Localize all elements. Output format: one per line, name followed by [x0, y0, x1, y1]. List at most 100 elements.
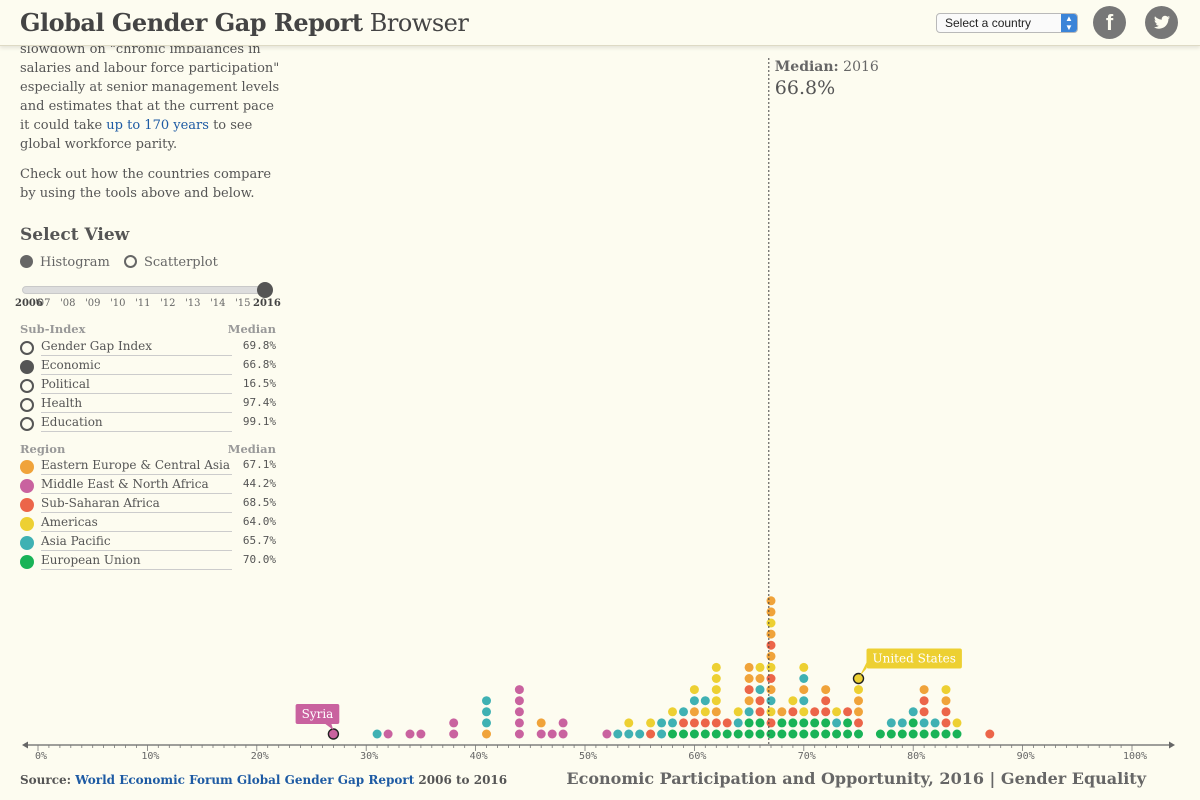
country-dot[interactable] — [372, 729, 382, 739]
country-dot[interactable] — [711, 718, 721, 728]
country-dot[interactable] — [919, 729, 929, 739]
country-dot[interactable] — [679, 707, 688, 717]
country-dot[interactable] — [799, 674, 809, 683]
country-dot[interactable] — [766, 618, 776, 628]
country-dot[interactable] — [897, 718, 907, 728]
country-dot[interactable] — [799, 685, 809, 695]
country-dot[interactable] — [941, 696, 951, 706]
country-dot[interactable] — [711, 674, 721, 683]
year-tick[interactable]: '11 — [135, 298, 151, 309]
country-dot[interactable] — [744, 674, 754, 683]
region-item[interactable]: Middle East & North Africa 44.2% — [20, 477, 276, 496]
country-dot[interactable] — [930, 729, 940, 739]
country-dot[interactable] — [514, 696, 524, 706]
country-dot[interactable] — [821, 729, 831, 739]
country-dot[interactable] — [744, 685, 754, 695]
country-dot[interactable] — [558, 718, 568, 728]
country-dot[interactable] — [679, 718, 688, 728]
year-tick[interactable]: '14 — [210, 298, 226, 309]
year-tick[interactable]: 2006 — [15, 298, 43, 309]
country-dot[interactable] — [689, 696, 699, 706]
region-item[interactable]: Sub-Saharan Africa 68.5% — [20, 496, 276, 515]
view-option-scatterplot[interactable]: Scatterplot — [124, 255, 218, 270]
country-dot[interactable] — [700, 696, 710, 706]
country-dot[interactable] — [766, 596, 776, 606]
country-dot[interactable] — [744, 662, 754, 672]
country-dot[interactable] — [821, 707, 831, 717]
country-dot[interactable] — [821, 685, 831, 695]
region-item[interactable]: European Union 70.0% — [20, 553, 276, 572]
subindex-item[interactable]: Economic 66.8% — [20, 358, 276, 377]
country-dot[interactable] — [854, 696, 863, 706]
country-dot[interactable] — [646, 718, 656, 728]
country-dot[interactable] — [843, 729, 853, 739]
country-dot[interactable] — [788, 729, 798, 739]
country-dot[interactable] — [952, 729, 962, 739]
country-dot[interactable] — [700, 718, 710, 728]
country-dot[interactable] — [799, 718, 809, 728]
subindex-item[interactable]: Health 97.4% — [20, 396, 276, 415]
country-dot[interactable] — [733, 718, 743, 728]
country-dot[interactable] — [711, 662, 721, 672]
country-dot[interactable] — [514, 707, 524, 717]
country-dot[interactable] — [766, 640, 776, 650]
country-dot[interactable] — [854, 707, 863, 717]
country-dot[interactable] — [930, 718, 940, 728]
country-dot[interactable] — [777, 729, 787, 739]
country-dot[interactable] — [536, 718, 546, 728]
country-dot[interactable] — [919, 685, 929, 695]
country-dot[interactable] — [821, 696, 831, 706]
country-dot[interactable] — [788, 707, 798, 717]
country-dot[interactable] — [744, 696, 754, 706]
country-dot[interactable] — [875, 729, 885, 739]
year-tick[interactable]: '07 — [35, 298, 51, 309]
country-dot[interactable] — [689, 685, 699, 695]
country-dot[interactable] — [602, 729, 612, 739]
country-dot[interactable] — [985, 729, 995, 739]
country-dot[interactable] — [700, 729, 710, 739]
country-dot[interactable] — [941, 685, 951, 695]
country-dot[interactable] — [854, 685, 863, 695]
country-dot[interactable] — [766, 718, 776, 728]
country-dot[interactable] — [766, 685, 776, 695]
subindex-item[interactable]: Education 99.1% — [20, 415, 276, 434]
country-dot[interactable] — [777, 707, 787, 717]
country-dot[interactable] — [657, 729, 667, 739]
country-dot[interactable] — [449, 729, 459, 739]
year-tick[interactable]: '15 — [235, 298, 251, 309]
country-dot[interactable] — [514, 729, 524, 739]
country-dot[interactable] — [908, 729, 918, 739]
country-dot[interactable] — [514, 718, 524, 728]
subindex-item[interactable]: Political 16.5% — [20, 377, 276, 396]
country-dot[interactable] — [821, 718, 831, 728]
country-dot[interactable] — [854, 718, 863, 728]
country-dot[interactable] — [744, 718, 754, 728]
year-slider-handle[interactable] — [257, 282, 273, 298]
country-dot[interactable] — [919, 707, 929, 717]
country-dot[interactable] — [832, 707, 842, 717]
years-to-parity-link[interactable]: up to 170 years — [106, 118, 209, 133]
country-dot[interactable] — [843, 707, 853, 717]
country-dot[interactable] — [832, 718, 842, 728]
country-dot[interactable] — [733, 729, 743, 739]
country-dot[interactable] — [635, 729, 645, 739]
country-dot[interactable] — [755, 707, 765, 717]
country-dot[interactable] — [405, 729, 415, 739]
country-dot[interactable] — [788, 696, 798, 706]
country-dot[interactable] — [482, 718, 491, 728]
country-dot[interactable] — [689, 707, 699, 717]
country-dot[interactable] — [766, 629, 776, 639]
country-dot[interactable] — [646, 729, 656, 739]
country-dot[interactable] — [482, 696, 491, 706]
country-dot[interactable] — [613, 729, 623, 739]
country-dot[interactable] — [766, 696, 776, 706]
country-dot[interactable] — [416, 729, 426, 739]
country-dot[interactable] — [482, 729, 491, 739]
country-dot[interactable] — [832, 729, 842, 739]
country-dot[interactable] — [854, 729, 863, 739]
country-dot[interactable] — [755, 729, 765, 739]
year-tick[interactable]: 2016 — [253, 298, 281, 309]
country-dot[interactable] — [722, 729, 732, 739]
year-tick[interactable]: '10 — [110, 298, 126, 309]
country-dot[interactable] — [536, 729, 546, 739]
